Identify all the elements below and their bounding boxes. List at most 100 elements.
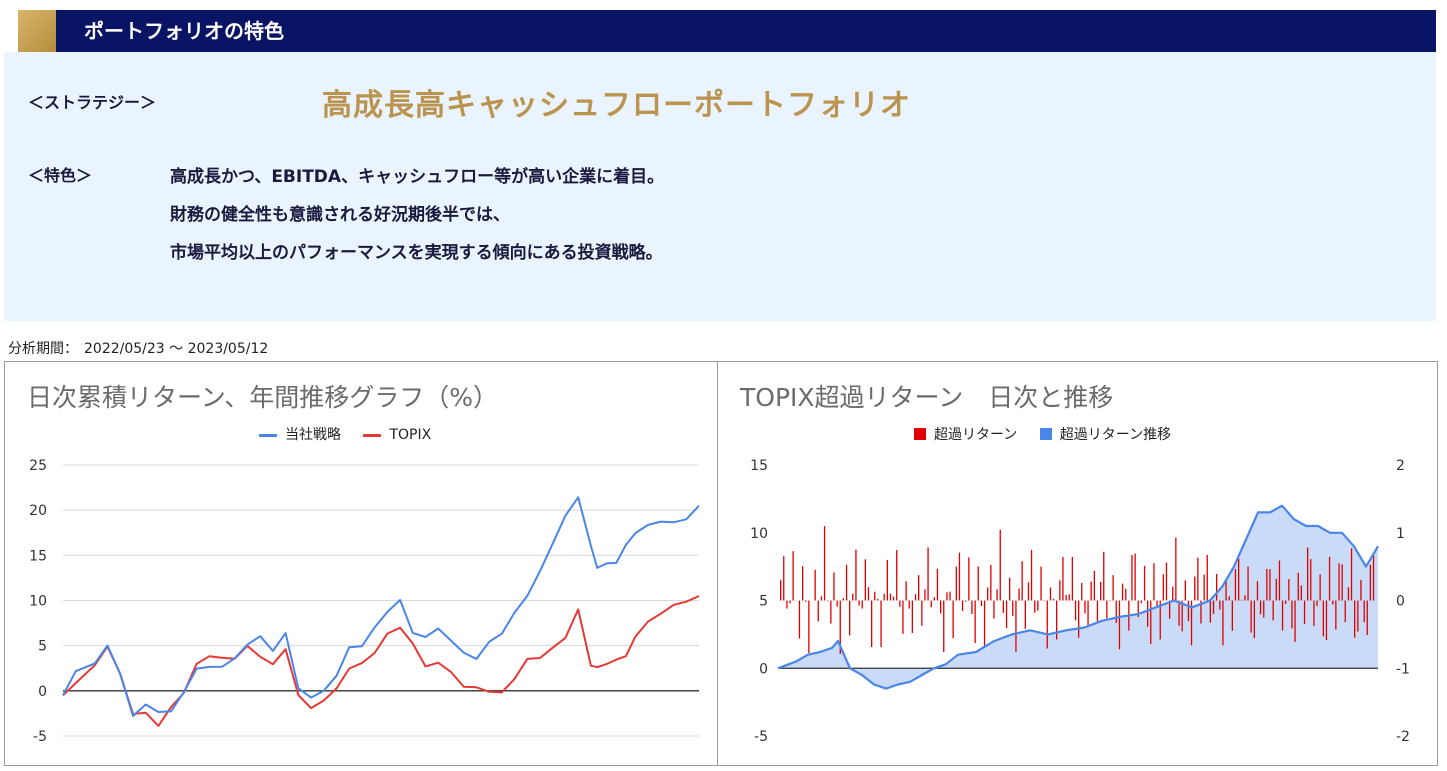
excess-return-bar — [1005, 600, 1008, 629]
excess-return-bar — [1084, 600, 1086, 614]
excess-return-bar — [836, 600, 838, 607]
excess-return-bar — [1046, 600, 1048, 649]
feature-line: 市場平均以上のパフォーマンスを実現する傾向にある投資戦略。 — [170, 243, 663, 263]
chart-title: TOPIX超過リターン 日次と推移 — [740, 383, 1114, 412]
excess-return-bar — [852, 593, 854, 601]
excess-return-bar — [1206, 554, 1208, 601]
excess-return-bar — [1175, 537, 1177, 601]
excess-return-bar — [1266, 569, 1268, 601]
excess-return-bar — [1291, 600, 1293, 629]
excess-return-bar — [908, 600, 910, 609]
strategy-name: 高成長高キャッシュフローポートフォリオ — [322, 88, 911, 123]
legend-item-topix: TOPIX — [363, 427, 431, 443]
y-tick-label-left: 0 — [759, 661, 768, 677]
y-tick-label-right: 2 — [1396, 458, 1405, 474]
excess-return-bar — [1354, 600, 1356, 638]
y-tick-label: 10 — [29, 594, 47, 610]
legend-swatch — [363, 433, 382, 437]
excess-return-bar — [1256, 581, 1259, 601]
legend-swatch — [914, 428, 926, 440]
excess-return-bar — [1121, 583, 1124, 601]
excess-return-bar — [1319, 574, 1321, 601]
excess-return-bar — [965, 600, 967, 602]
excess-return-bar — [1172, 586, 1174, 601]
excess-return-bar — [1228, 596, 1230, 601]
excess-return-bar — [1335, 600, 1337, 630]
excess-return-bar — [864, 559, 866, 601]
excess-return-bar — [1140, 600, 1142, 604]
excess-return-bar — [1259, 600, 1262, 615]
excess-return-chart: 15 10 5 0 -5 2 1 0 -1 -2 TOPIX超過リターン 日次と推移 超過リターン… — [717, 361, 1438, 766]
chart-title: 日次累積リターン、年間推移グラフ（%） — [27, 383, 499, 412]
excess-return-bar — [949, 591, 951, 601]
excess-return-bar — [805, 600, 807, 602]
excess-return-bar — [1184, 580, 1186, 601]
excess-return-bar — [1216, 574, 1218, 601]
excess-return-bar — [867, 587, 870, 601]
chart-legend: 当社戦略 TOPIX — [259, 424, 449, 444]
excess-return-bar — [1078, 600, 1080, 638]
excess-return-bar — [1062, 557, 1064, 601]
excess-return-bar — [977, 566, 979, 601]
excess-return-bar — [1222, 600, 1224, 646]
legend-swatch — [1039, 428, 1052, 440]
excess-return-bar — [1275, 578, 1277, 601]
series-line-topix — [62, 595, 700, 727]
excess-return-bar — [1093, 570, 1095, 601]
excess-return-bar — [877, 598, 879, 601]
excess-return-bar — [1059, 580, 1061, 601]
excess-return-bar — [1106, 600, 1108, 619]
excess-return-bar — [1081, 582, 1083, 601]
excess-return-bar — [1165, 562, 1168, 601]
excess-return-bar — [1294, 600, 1296, 642]
excess-return-bar — [1372, 556, 1375, 601]
excess-return-bar — [930, 600, 932, 608]
excess-return-bar — [946, 592, 948, 601]
excess-return-bar — [1065, 595, 1067, 601]
legend-label: 超過リターン — [934, 427, 1018, 443]
excess-return-bar — [896, 550, 898, 601]
excess-return-bar — [1253, 600, 1255, 639]
excess-return-bar — [902, 600, 904, 634]
excess-return-bar — [1087, 600, 1089, 627]
excess-return-bar — [1181, 600, 1183, 632]
excess-return-bar — [1056, 600, 1058, 640]
excess-return-bar — [1310, 559, 1312, 601]
excess-return-bar — [1366, 600, 1368, 635]
excess-return-bar — [1303, 600, 1306, 624]
excess-return-bar — [1244, 595, 1246, 601]
excess-return-bar — [1147, 600, 1149, 627]
excess-return-bar — [861, 600, 863, 609]
banner-gold-accent — [18, 10, 56, 52]
excess-return-bar — [924, 589, 926, 601]
excess-return-bar — [921, 600, 923, 626]
y-tick-label-left: 10 — [750, 526, 768, 542]
excess-return-bar — [889, 593, 892, 601]
legend-item-strategy: 当社戦略 — [259, 424, 341, 444]
excess-return-bar — [1118, 600, 1121, 650]
excess-return-bar — [1263, 600, 1265, 618]
excess-return-bar — [1300, 585, 1302, 601]
excess-return-bar — [1090, 581, 1092, 601]
section-banner: ポートフォリオの特色 — [18, 10, 1436, 52]
excess-return-bar — [983, 600, 986, 648]
excess-return-bar — [1109, 600, 1111, 602]
excess-return-bar — [911, 600, 913, 633]
y-tick-label-left: 5 — [759, 594, 768, 610]
strategy-panel: ＜ストラテジー＞ 高成長高キャッシュフローポートフォリオ ＜特色＞ 高成長かつ、… — [4, 52, 1436, 321]
excess-return-bar — [1162, 574, 1164, 601]
excess-return-bar — [1219, 600, 1221, 610]
excess-return-bar — [1037, 600, 1039, 611]
excess-return-bar — [883, 593, 885, 601]
excess-return-bar — [987, 587, 989, 601]
excess-return-bar — [823, 526, 826, 601]
excess-return-bar — [1125, 588, 1127, 601]
excess-return-bar — [839, 600, 841, 654]
y-tick-label-right: -2 — [1396, 729, 1410, 745]
excess-return-bar — [993, 600, 995, 619]
excess-return-bar — [936, 568, 939, 601]
legend-label: 超過リターン推移 — [1059, 427, 1172, 443]
excess-return-bar — [1049, 587, 1052, 601]
excess-return-bar — [899, 600, 901, 607]
